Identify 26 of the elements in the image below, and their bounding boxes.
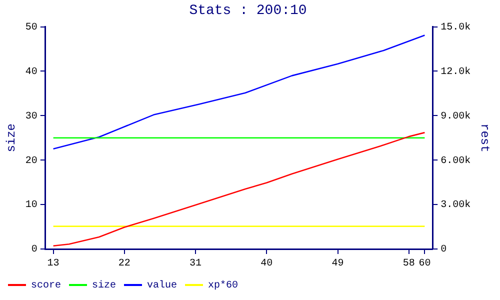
y2-axis-title: rest — [478, 123, 492, 152]
y2-tick-label: 0 — [440, 244, 447, 256]
y-tick-label: 10 — [25, 200, 38, 212]
y-tick-label: 20 — [25, 156, 38, 167]
x-tick-label: 22 — [118, 258, 130, 270]
y-tick-label: 30 — [25, 111, 38, 122]
legend-label: value — [147, 280, 178, 292]
legend-label: size — [92, 280, 116, 292]
x-tick-label: 31 — [190, 258, 202, 270]
y2-tick-label: 3.00k — [440, 199, 471, 212]
y2-tick-label: 6.00k — [440, 154, 471, 167]
y-tick-label: 0 — [31, 244, 38, 256]
y-tick-label: 50 — [25, 22, 38, 34]
x-tick-label: 13 — [47, 258, 60, 270]
y2-tick-label: 9.00k — [440, 110, 471, 122]
y2-tick-label: 15.0k — [440, 21, 471, 34]
x-tick-label: 40 — [260, 258, 273, 270]
y-tick-label: 40 — [25, 66, 38, 78]
legend-label: score — [31, 280, 62, 292]
y2-tick-label: 12.0k — [440, 66, 471, 78]
x-tick-label: 58 — [402, 258, 415, 270]
x-tick-label: 49 — [332, 258, 344, 270]
chart-title: Stats : 200:10 — [189, 3, 307, 20]
x-tick-label: 60 — [418, 258, 431, 270]
y-axis-title: size — [4, 123, 18, 152]
legend-label: xp*60 — [208, 280, 238, 292]
